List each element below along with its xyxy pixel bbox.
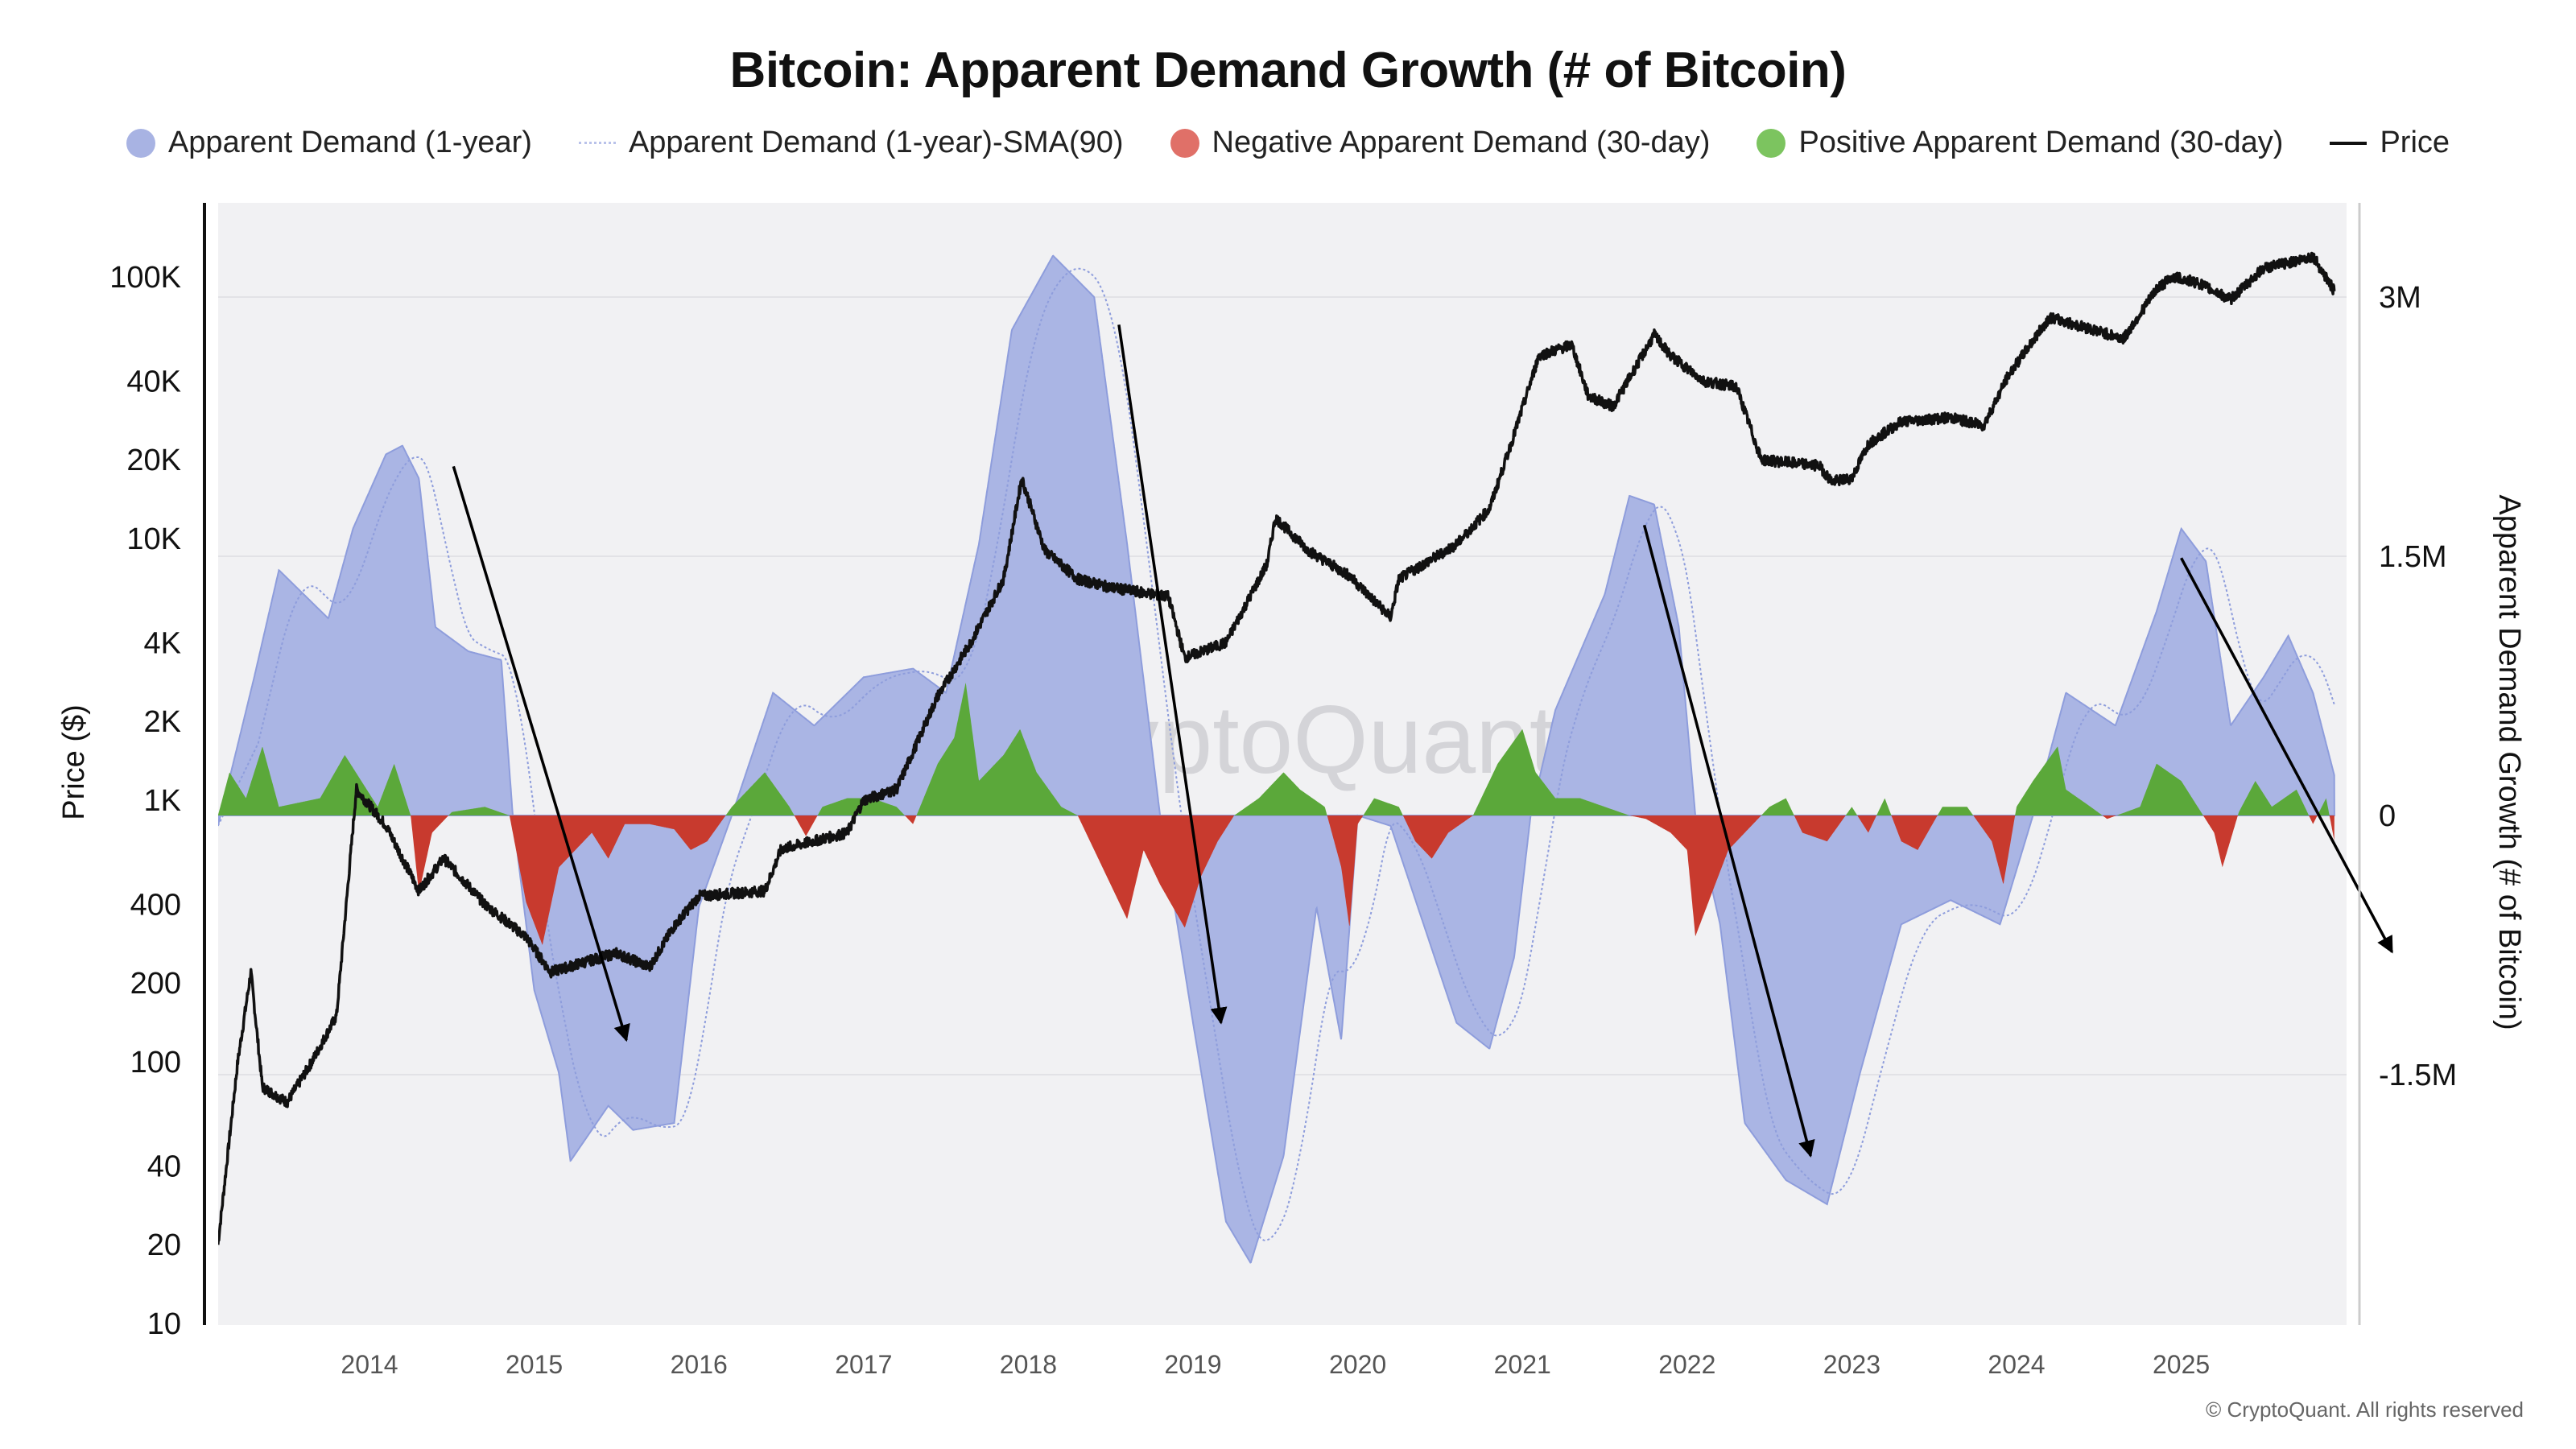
left-tick-label: 10 (147, 1307, 181, 1341)
left-tick-label: 10K (126, 522, 181, 556)
left-tick-label: 100K (109, 261, 181, 295)
legend-item-price[interactable]: Price (2330, 126, 2450, 160)
legend-marker (578, 142, 616, 144)
annotation-arrow (1642, 524, 1815, 1158)
left-tick-label: 1K (144, 784, 181, 818)
x-tick-label: 2023 (1823, 1350, 1880, 1379)
x-tick-label: 2016 (671, 1350, 728, 1379)
right-tick-label: -1.5M (2379, 1059, 2457, 1092)
right-tick-label: 0 (2379, 799, 2396, 833)
legend-item-sma[interactable]: Apparent Demand (1-year)-SMA(90) (578, 126, 1124, 160)
left-tick-label: 20 (147, 1228, 181, 1262)
right-tick-label: 1.5M (2379, 540, 2446, 574)
x-tick-label: 2022 (1658, 1350, 1715, 1379)
right-tick-label: 3M (2379, 281, 2421, 315)
legend: Apparent Demand (1-year) Apparent Demand… (0, 126, 2576, 160)
price-line (218, 251, 2336, 1245)
left-tick-label: 40K (126, 365, 181, 398)
apparent-demand-1y-area (218, 254, 2335, 1264)
x-tick-label: 2024 (1988, 1350, 2045, 1379)
legend-marker (1170, 128, 1199, 158)
legend-label: Negative Apparent Demand (30-day) (1212, 126, 1711, 159)
left-tick-label: 100 (130, 1046, 181, 1080)
annotation-arrow (2180, 557, 2394, 954)
x-tick-label: 2021 (1494, 1350, 1551, 1379)
negative-demand-30d-area (218, 815, 2334, 945)
annotation-arrow (452, 465, 630, 1042)
x-tick-label: 2020 (1329, 1350, 1386, 1379)
x-tick-label: 2015 (506, 1350, 563, 1379)
x-tick-label: 2018 (1000, 1350, 1057, 1379)
legend-item-positive[interactable]: Positive Apparent Demand (30-day) (1757, 126, 2283, 160)
legend-label: Apparent Demand (1-year) (167, 126, 532, 159)
left-tick-label: 20K (126, 444, 181, 477)
copyright-footer: © CryptoQuant. All rights reserved (2206, 1397, 2524, 1422)
legend-label: Positive Apparent Demand (30-day) (1798, 126, 2284, 159)
sma-90-line (218, 267, 2335, 1241)
legend-label: Price (2380, 126, 2450, 159)
legend-marker (2330, 141, 2368, 145)
positive-demand-30d-area (218, 683, 2334, 815)
x-tick-label: 2014 (341, 1350, 398, 1379)
left-tick-label: 40 (147, 1150, 181, 1183)
annotation-arrow (1117, 324, 1228, 1025)
legend-marker (126, 128, 155, 158)
left-axis-label: Price ($) (57, 704, 91, 820)
left-tick-label: 400 (130, 888, 181, 922)
x-tick-label: 2025 (2153, 1350, 2210, 1379)
chart-title: Bitcoin: Apparent Demand Growth (# of Bi… (729, 43, 1847, 98)
right-axis-label: Apparent Demand Growth (# of Bitcoin) (2492, 494, 2526, 1030)
left-tick-label: 4K (144, 626, 181, 660)
left-tick-label: 2K (144, 705, 181, 739)
legend-label: Apparent Demand (1-year)-SMA(90) (628, 126, 1124, 159)
x-tick-label: 2019 (1164, 1350, 1221, 1379)
legend-item-apparent-demand[interactable]: Apparent Demand (1-year) (126, 126, 532, 160)
x-tick-label: 2017 (835, 1350, 892, 1379)
legend-marker (1757, 128, 1786, 158)
left-tick-label: 200 (130, 967, 181, 1001)
legend-item-negative[interactable]: Negative Apparent Demand (30-day) (1170, 126, 1711, 160)
